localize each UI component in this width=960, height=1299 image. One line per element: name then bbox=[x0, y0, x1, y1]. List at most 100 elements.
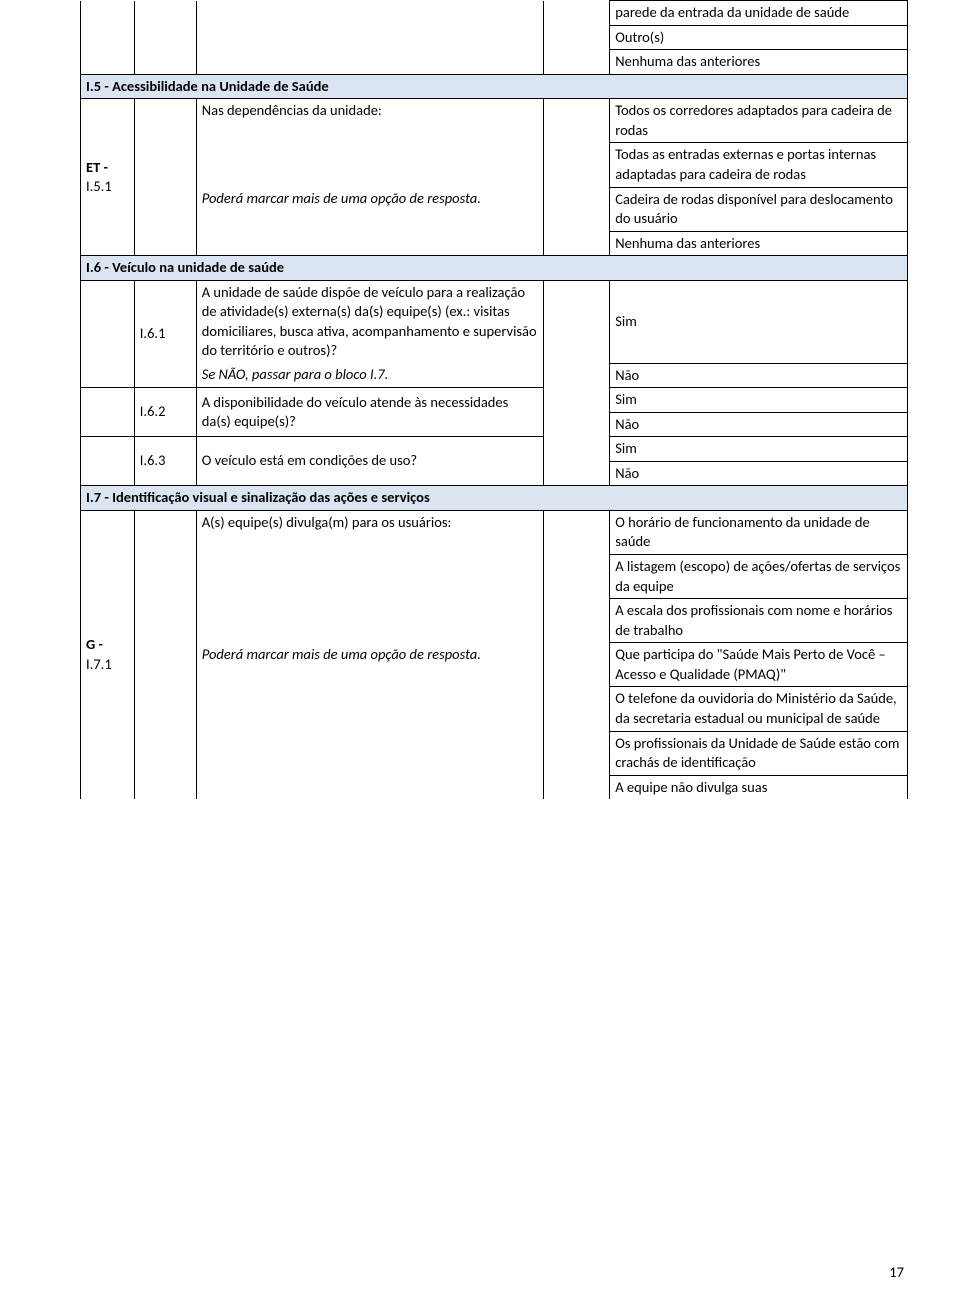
table-row: A escala dos profissionais com nome e ho… bbox=[81, 599, 908, 643]
blank-cell bbox=[134, 25, 196, 50]
blank-cell bbox=[81, 280, 135, 387]
answer-option: Não bbox=[610, 461, 908, 486]
blank-cell bbox=[544, 231, 610, 256]
code-label: I.7.1 bbox=[86, 655, 112, 673]
table-row: A equipe não divulga suas bbox=[81, 775, 908, 799]
question-text: O veículo está em condições de uso? bbox=[196, 437, 543, 486]
blank-cell bbox=[81, 437, 135, 486]
table-row: Poderá marcar mais de uma opção de respo… bbox=[81, 643, 908, 687]
blank-cell bbox=[196, 599, 543, 643]
answer-option: Não bbox=[610, 412, 908, 437]
table-row: parede da entrada da unidade de saúde bbox=[81, 1, 908, 26]
answer-option: A escala dos profissionais com nome e ho… bbox=[610, 599, 908, 643]
blank-cell bbox=[81, 1, 135, 26]
blank-cell bbox=[544, 99, 610, 143]
table-row: Nenhuma das anteriores bbox=[81, 50, 908, 75]
question-text: A(s) equipe(s) divulga(m) para os usuári… bbox=[196, 510, 543, 554]
blank-cell bbox=[81, 25, 135, 50]
code-prefix: G - I.7.1 bbox=[81, 510, 135, 799]
section-header: I.5 - Acessibilidade na Unidade de Saúde bbox=[81, 74, 908, 99]
answer-option: O telefone da ouvidoria do Ministério da… bbox=[610, 687, 908, 731]
blank-cell bbox=[196, 775, 543, 799]
blank-cell bbox=[134, 510, 196, 799]
answer-option: Sim bbox=[610, 280, 908, 363]
blank-cell bbox=[81, 50, 135, 75]
blank-cell bbox=[544, 388, 610, 413]
table-row: I.6.3 O veículo está em condições de uso… bbox=[81, 437, 908, 462]
section-header-row: I.6 - Veículo na unidade de saúde bbox=[81, 256, 908, 281]
code-prefix-label: G - bbox=[86, 635, 103, 653]
answer-option: Cadeira de rodas disponível para desloca… bbox=[610, 187, 908, 231]
table-row: Outro(s) bbox=[81, 25, 908, 50]
answer-option: A listagem (escopo) de ações/ofertas de … bbox=[610, 555, 908, 599]
blank-cell bbox=[544, 599, 610, 643]
table-row: Todas as entradas externas e portas inte… bbox=[81, 143, 908, 187]
table-row: I.6.1 A unidade de saúde dispõe de veícu… bbox=[81, 280, 908, 363]
answer-option: Sim bbox=[610, 388, 908, 413]
blank-cell bbox=[544, 687, 610, 731]
blank-cell bbox=[196, 231, 543, 256]
blank-cell bbox=[544, 50, 610, 75]
blank-cell bbox=[196, 687, 543, 731]
question-text: Nas dependências da unidade: bbox=[196, 99, 543, 143]
answer-option: Os profissionais da Unidade de Saúde est… bbox=[610, 731, 908, 775]
question-text: A unidade de saúde dispõe de veículo par… bbox=[196, 280, 543, 363]
instruction-text: Poderá marcar mais de uma opção de respo… bbox=[196, 643, 543, 687]
blank-cell bbox=[544, 187, 610, 231]
blank-cell bbox=[134, 50, 196, 75]
table-row: Se NÃO, passar para o bloco I.7. Não bbox=[81, 363, 908, 388]
blank-cell bbox=[544, 280, 610, 363]
blank-cell bbox=[196, 50, 543, 75]
blank-cell bbox=[196, 1, 543, 26]
code-prefix: ET - I.5.1 bbox=[81, 99, 135, 256]
section-header: I.6 - Veículo na unidade de saúde bbox=[81, 256, 908, 281]
instruction-text: Poderá marcar mais de uma opção de respo… bbox=[196, 187, 543, 231]
table-row: Poderá marcar mais de uma opção de respo… bbox=[81, 187, 908, 231]
blank-cell bbox=[81, 388, 135, 437]
blank-cell bbox=[544, 143, 610, 187]
table-row: O telefone da ouvidoria do Ministério da… bbox=[81, 687, 908, 731]
blank-cell bbox=[134, 1, 196, 26]
blank-cell bbox=[544, 412, 610, 437]
page-number: 17 bbox=[889, 1263, 904, 1281]
blank-cell bbox=[196, 25, 543, 50]
table-row: ET - I.5.1 Nas dependências da unidade: … bbox=[81, 99, 908, 143]
skip-instruction: Se NÃO, passar para o bloco I.7. bbox=[196, 363, 543, 388]
blank-cell bbox=[544, 775, 610, 799]
blank-cell bbox=[544, 555, 610, 599]
answer-option: A equipe não divulga suas bbox=[610, 775, 908, 799]
blank-cell bbox=[544, 363, 610, 388]
answer-option: O horário de funcionamento da unidade de… bbox=[610, 510, 908, 554]
answer-option: Outro(s) bbox=[610, 25, 908, 50]
blank-cell bbox=[544, 25, 610, 50]
answer-option: Nenhuma das anteriores bbox=[610, 231, 908, 256]
blank-cell bbox=[196, 143, 543, 187]
answer-option: parede da entrada da unidade de saúde bbox=[610, 1, 908, 26]
blank-cell bbox=[544, 1, 610, 26]
blank-cell bbox=[544, 510, 610, 554]
section-header: I.7 - Identificação visual e sinalização… bbox=[81, 486, 908, 511]
table-row: I.6.2 A disponibilidade do veículo atend… bbox=[81, 388, 908, 413]
question-text: A disponibilidade do veículo atende às n… bbox=[196, 388, 543, 437]
blank-cell bbox=[544, 437, 610, 462]
blank-cell bbox=[544, 731, 610, 775]
form-table: parede da entrada da unidade de saúde Ou… bbox=[80, 0, 908, 799]
blank-cell bbox=[544, 461, 610, 486]
blank-cell bbox=[134, 99, 196, 256]
table-row: Os profissionais da Unidade de Saúde est… bbox=[81, 731, 908, 775]
section-header-row: I.5 - Acessibilidade na Unidade de Saúde bbox=[81, 74, 908, 99]
answer-option: Todos os corredores adaptados para cadei… bbox=[610, 99, 908, 143]
answer-option: Sim bbox=[610, 437, 908, 462]
answer-option: Não bbox=[610, 363, 908, 388]
answer-option: Que participa do "Saúde Mais Perto de Vo… bbox=[610, 643, 908, 687]
section-header-row: I.7 - Identificação visual e sinalização… bbox=[81, 486, 908, 511]
blank-cell bbox=[196, 731, 543, 775]
code-label: I.6.2 bbox=[134, 388, 196, 437]
code-label: I.5.1 bbox=[86, 177, 112, 195]
table-row: Nenhuma das anteriores bbox=[81, 231, 908, 256]
code-label: I.6.1 bbox=[134, 280, 196, 387]
answer-option: Todas as entradas externas e portas inte… bbox=[610, 143, 908, 187]
table-row: G - I.7.1 A(s) equipe(s) divulga(m) para… bbox=[81, 510, 908, 554]
table-row: A listagem (escopo) de ações/ofertas de … bbox=[81, 555, 908, 599]
answer-option: Nenhuma das anteriores bbox=[610, 50, 908, 75]
